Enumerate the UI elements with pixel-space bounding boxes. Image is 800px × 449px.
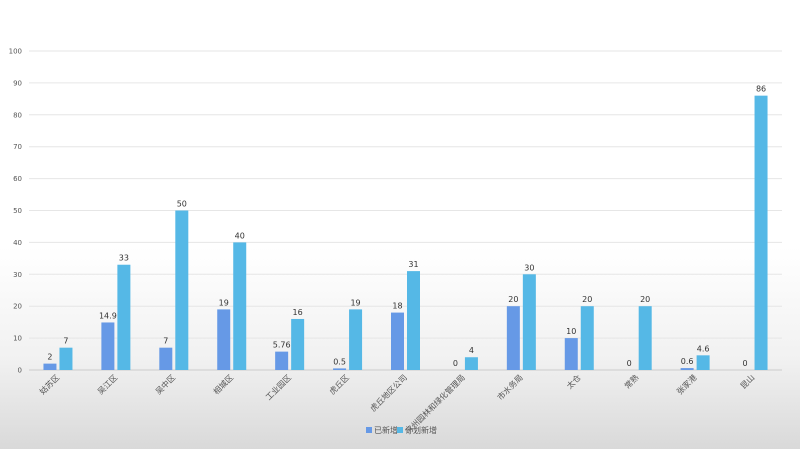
x-tick-label: 虎丘地区公司 bbox=[368, 372, 409, 413]
bar bbox=[275, 351, 289, 370]
y-tick-label: 40 bbox=[13, 239, 22, 247]
legend-label-0: 已新增 bbox=[374, 425, 398, 435]
x-tick-label: 太仓 bbox=[564, 372, 582, 390]
bar bbox=[680, 368, 694, 370]
data-label: 4 bbox=[469, 346, 474, 355]
data-label: 50 bbox=[177, 200, 187, 209]
data-label: 14.9 bbox=[99, 311, 117, 320]
x-tick-label: 虎丘区 bbox=[327, 372, 351, 396]
bar bbox=[564, 338, 578, 370]
data-label: 5.76 bbox=[273, 341, 291, 350]
data-label: 0 bbox=[453, 359, 458, 368]
data-label: 0.5 bbox=[333, 357, 346, 366]
x-tick-label: 吴中区 bbox=[153, 372, 177, 396]
legend-label-1: 计划新增 bbox=[405, 425, 437, 435]
bar bbox=[175, 210, 189, 370]
y-tick-label: 100 bbox=[9, 48, 22, 56]
data-label: 40 bbox=[235, 231, 245, 240]
data-label: 2 bbox=[47, 353, 52, 362]
x-tick-label: 常熟 bbox=[622, 372, 640, 390]
data-label: 86 bbox=[756, 85, 766, 94]
x-tick-label: 姑苏区 bbox=[37, 372, 61, 396]
x-tick-label: 张家港 bbox=[674, 372, 698, 396]
legend-swatch-0 bbox=[366, 427, 372, 433]
data-label: 20 bbox=[582, 295, 592, 304]
bar bbox=[391, 312, 404, 370]
bar bbox=[59, 347, 73, 370]
bar bbox=[333, 368, 347, 370]
data-label: 18 bbox=[392, 302, 402, 311]
bar bbox=[217, 309, 231, 370]
y-axis: 0 10 20 30 40 50 60 70 80 90 100 bbox=[9, 48, 22, 375]
bar bbox=[291, 318, 305, 370]
x-tick-label: 市水务局 bbox=[495, 372, 525, 402]
y-tick-label: 90 bbox=[13, 79, 22, 87]
data-label: 20 bbox=[640, 295, 650, 304]
data-label: 31 bbox=[408, 260, 418, 269]
data-label: 0 bbox=[627, 359, 632, 368]
data-label: 0.6 bbox=[681, 357, 694, 366]
data-label: 19 bbox=[350, 298, 360, 307]
bar-series: 2 7 14.9 33 7 50 19 40 5.76 16 0.5 19 18 31 0 4 20 30 10 20… bbox=[43, 85, 768, 370]
data-label: 7 bbox=[163, 337, 168, 346]
data-label: 4.6 bbox=[697, 344, 710, 353]
bar bbox=[522, 274, 536, 370]
y-tick-label: 70 bbox=[13, 143, 22, 151]
x-tick-label: 昆山 bbox=[738, 372, 756, 390]
data-label: 19 bbox=[219, 298, 229, 307]
data-label: 0 bbox=[742, 359, 747, 368]
legend-swatch-1 bbox=[397, 427, 403, 433]
data-label: 16 bbox=[293, 308, 303, 317]
bar bbox=[117, 264, 131, 370]
data-label: 30 bbox=[524, 263, 534, 272]
grid-lines bbox=[29, 50, 782, 371]
y-tick-label: 60 bbox=[13, 175, 22, 183]
bar bbox=[754, 95, 768, 370]
y-tick-label: 10 bbox=[13, 335, 22, 343]
bar bbox=[43, 363, 57, 370]
data-label: 7 bbox=[63, 337, 68, 346]
y-tick-label: 30 bbox=[13, 271, 22, 279]
data-label: 33 bbox=[119, 254, 129, 263]
bar bbox=[464, 357, 478, 370]
bar bbox=[580, 306, 594, 370]
bar bbox=[407, 271, 420, 370]
bar bbox=[638, 306, 652, 370]
y-tick-label: 0 bbox=[18, 367, 22, 375]
y-tick-label: 80 bbox=[13, 111, 22, 119]
x-tick-label: 吴江区 bbox=[96, 373, 119, 396]
bar bbox=[506, 306, 520, 370]
bar bbox=[696, 355, 710, 370]
y-tick-label: 20 bbox=[13, 303, 22, 311]
bar bbox=[233, 242, 247, 370]
data-label: 20 bbox=[508, 295, 518, 304]
legend: 已新增 计划新增 bbox=[366, 425, 437, 435]
bar bbox=[159, 347, 173, 370]
bar bbox=[349, 309, 363, 370]
x-tick-label: 相城区 bbox=[211, 372, 235, 396]
x-tick-label: 工业园区 bbox=[263, 372, 293, 402]
bar bbox=[101, 322, 115, 370]
data-label: 10 bbox=[566, 327, 576, 336]
y-tick-label: 50 bbox=[13, 207, 22, 215]
